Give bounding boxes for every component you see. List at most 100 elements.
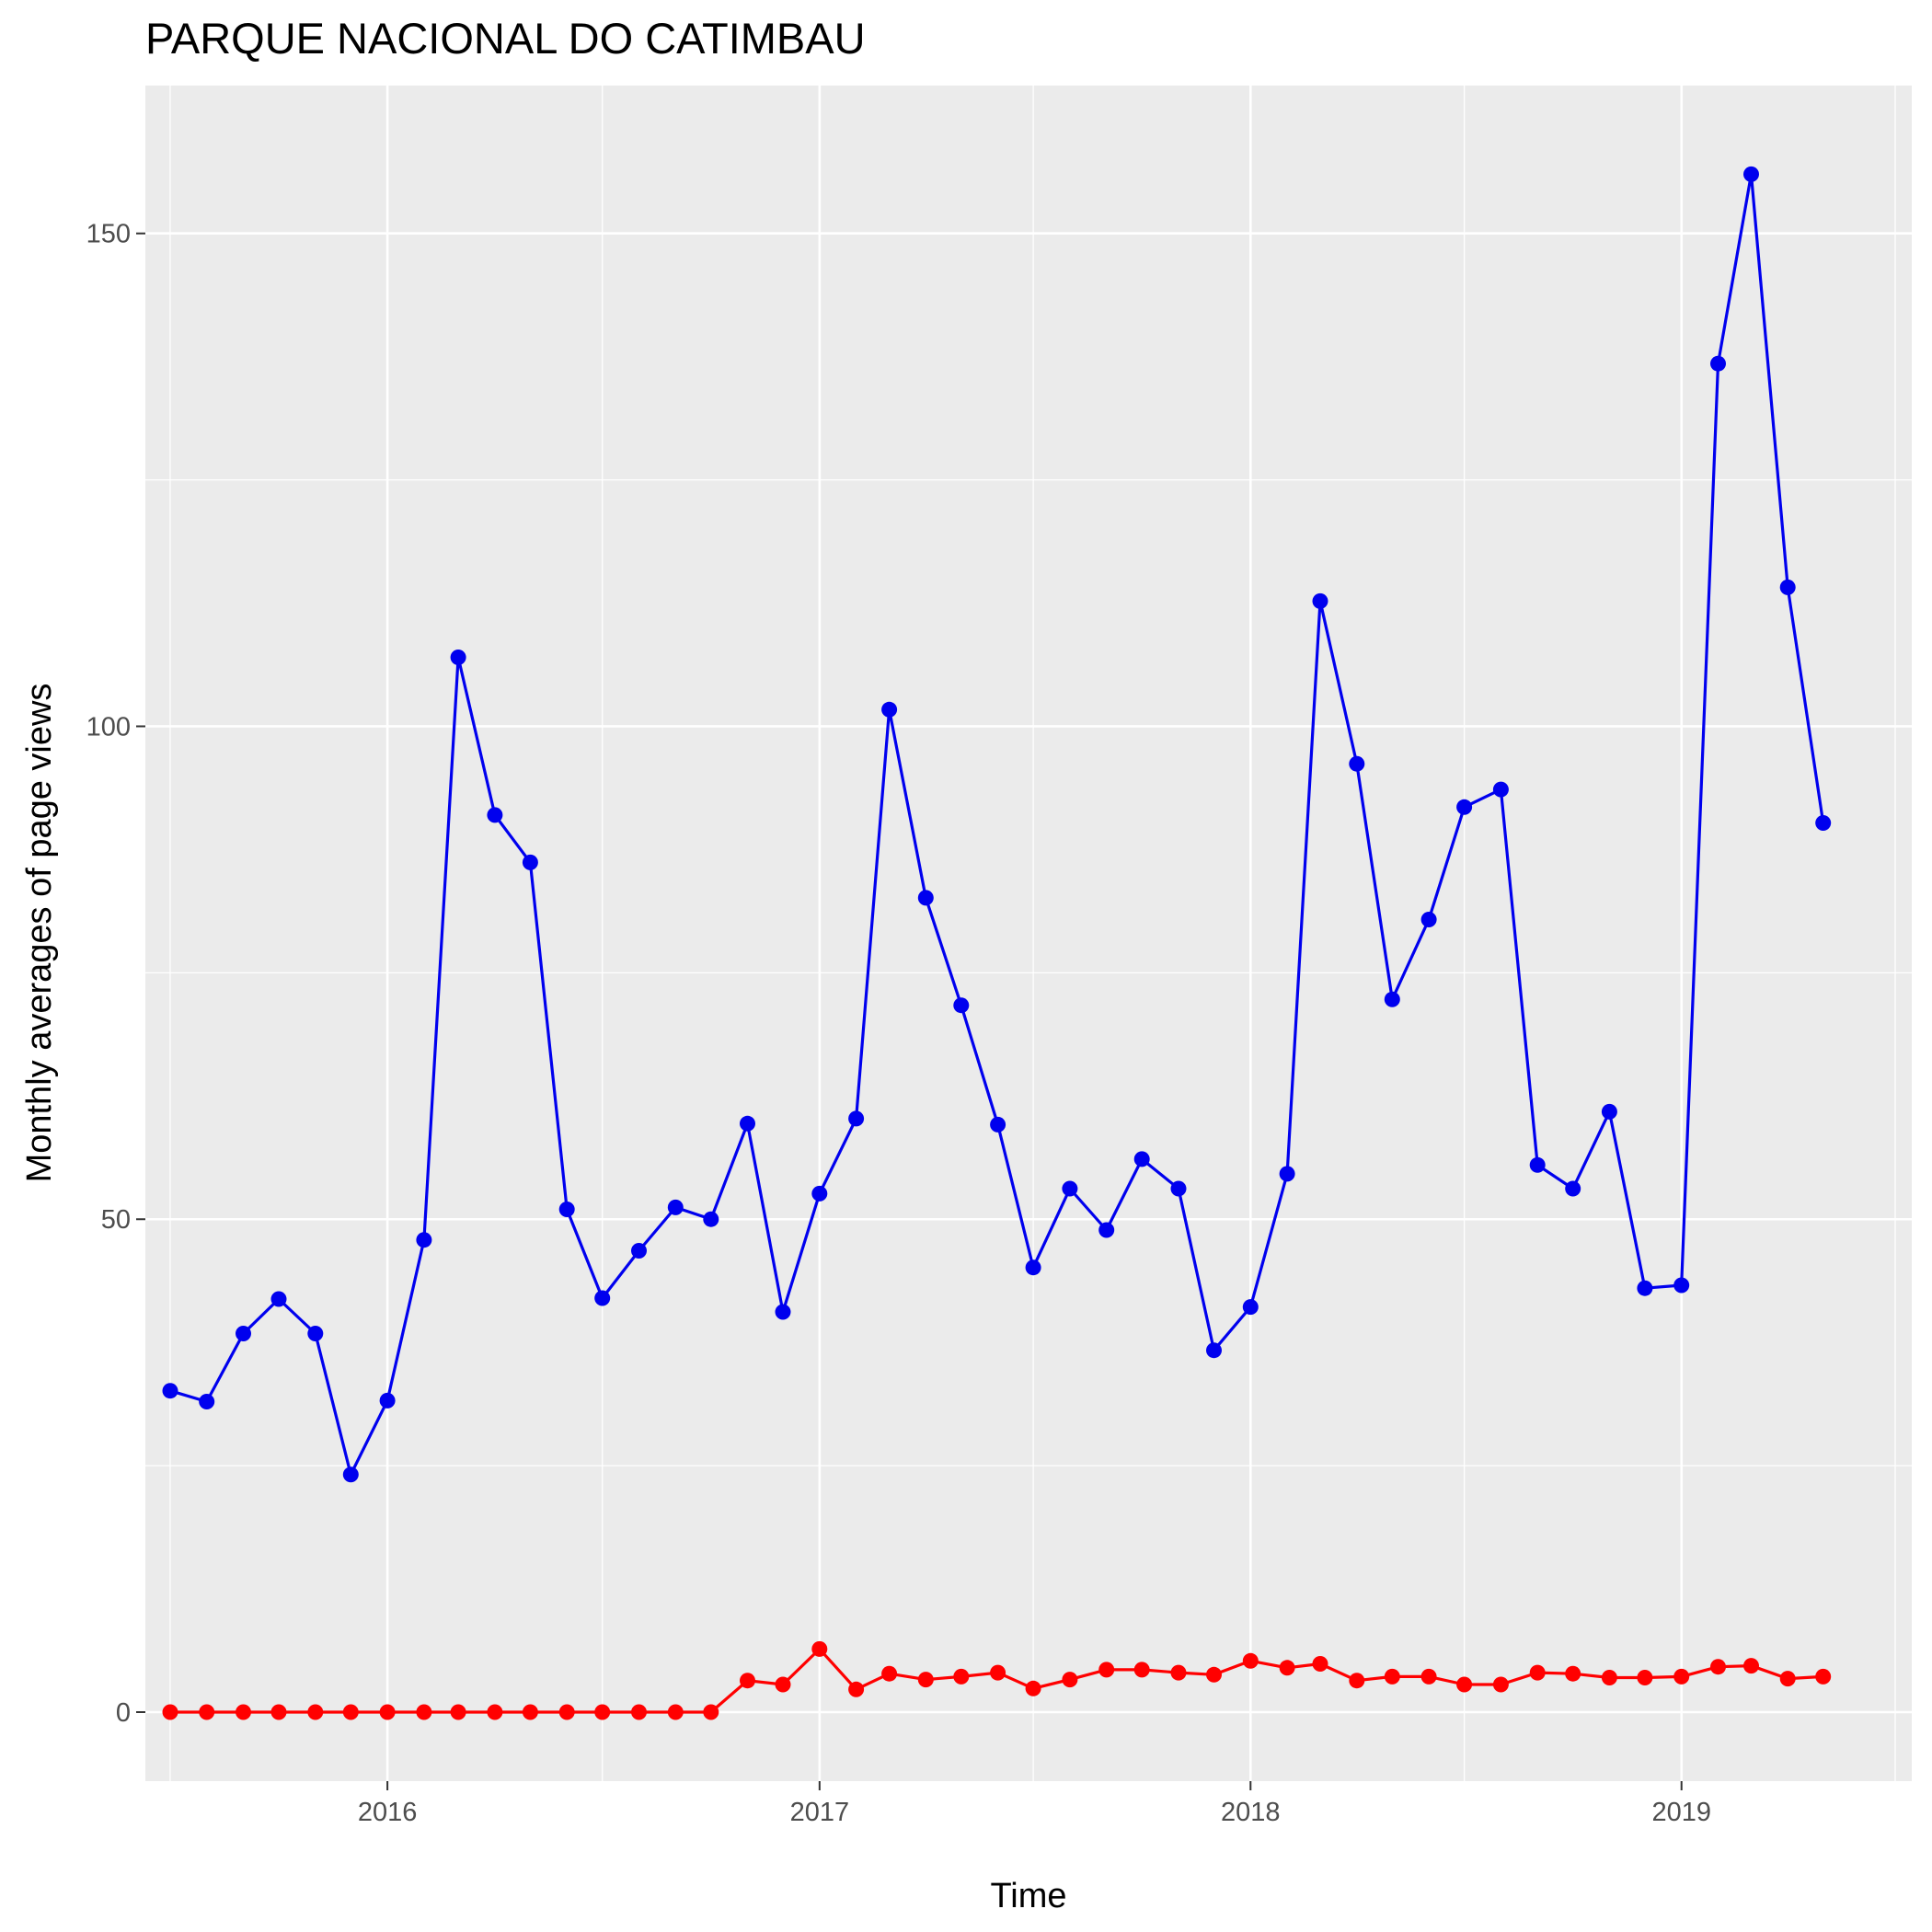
y-tick-label: 50 — [101, 1205, 131, 1235]
series-1-point — [703, 1211, 719, 1227]
series-1-point — [487, 807, 503, 823]
series-2-point — [1062, 1672, 1078, 1688]
x-tick-label: 2017 — [790, 1798, 850, 1827]
series-1-point — [1098, 1222, 1115, 1238]
series-2-point — [848, 1681, 865, 1697]
series-1-point — [1565, 1180, 1581, 1197]
series-1-point — [594, 1290, 611, 1306]
series-2-point — [1279, 1660, 1295, 1676]
series-1-point — [1779, 579, 1796, 595]
series-1-point — [270, 1291, 287, 1307]
series-2-point — [1601, 1670, 1617, 1685]
series-2-point — [270, 1704, 287, 1720]
grid-layer — [145, 86, 1912, 1781]
series-2-point — [1779, 1671, 1796, 1687]
series-2-point — [740, 1673, 755, 1689]
series-2-point — [522, 1704, 538, 1720]
series-2-point — [236, 1704, 251, 1720]
y-tick-label: 0 — [116, 1698, 131, 1728]
series-1-point — [1815, 815, 1832, 831]
series-1-point — [1349, 755, 1365, 772]
series-layer — [162, 166, 1832, 1720]
y-tick-label: 150 — [86, 220, 131, 249]
x-tick-label: 2016 — [358, 1798, 418, 1827]
series-1-point — [1206, 1342, 1222, 1359]
series-1-point — [307, 1326, 324, 1341]
x-tick-label: 2018 — [1221, 1798, 1281, 1827]
series-1-point — [1673, 1277, 1690, 1294]
series-2-point — [1673, 1668, 1690, 1685]
series-1-point — [917, 890, 934, 906]
series-2-point — [1206, 1666, 1222, 1683]
series-1-point — [631, 1243, 647, 1259]
series-2-point — [667, 1704, 684, 1720]
series-2-point — [1565, 1665, 1581, 1682]
series-2-point — [1492, 1676, 1509, 1693]
series-1-point — [1384, 991, 1400, 1007]
series-2-point — [1815, 1668, 1832, 1685]
series-1-point — [953, 997, 970, 1014]
series-1-point — [990, 1116, 1006, 1133]
series-2-point — [1710, 1659, 1726, 1675]
series-1-point — [881, 701, 898, 718]
series-1-point — [416, 1232, 432, 1248]
series-1-point — [379, 1392, 396, 1409]
series-2-point — [342, 1704, 359, 1720]
series-1-point — [1170, 1180, 1187, 1197]
series-2-point — [811, 1640, 828, 1657]
series-1-point — [1637, 1280, 1653, 1296]
series-2-point — [487, 1704, 503, 1720]
series-1-point — [1242, 1299, 1259, 1316]
series-2-point — [307, 1704, 324, 1720]
series-2-point — [162, 1704, 178, 1720]
series-2-point — [379, 1704, 396, 1720]
series-2-point — [1242, 1652, 1259, 1669]
series-2-point — [558, 1704, 575, 1720]
series-1-point — [1062, 1180, 1078, 1197]
series-1-point — [558, 1202, 575, 1217]
series-2-point — [917, 1672, 934, 1688]
series-1-point — [522, 854, 538, 870]
series-1-point — [848, 1110, 865, 1127]
chart-title: PARQUE NACIONAL DO CATIMBAU — [145, 14, 866, 63]
series-2-point — [1637, 1670, 1653, 1685]
series-1-point — [1279, 1166, 1295, 1182]
series-2-point — [1384, 1668, 1400, 1685]
series-1-point — [1492, 781, 1509, 798]
series-1-point — [811, 1185, 828, 1202]
series-2-point — [990, 1664, 1006, 1681]
series-1-point — [667, 1199, 684, 1215]
series-2-point — [1529, 1664, 1546, 1681]
series-2-point — [703, 1704, 719, 1720]
series-2-point — [631, 1704, 647, 1720]
series-2-point — [1025, 1680, 1041, 1696]
series-1-point — [199, 1394, 215, 1409]
series-1-point — [1743, 166, 1759, 182]
series-1-point — [740, 1115, 755, 1132]
series-2-point — [1349, 1673, 1365, 1689]
series-2-point — [199, 1704, 215, 1720]
y-axis-title: Monthly averages of page views — [20, 684, 59, 1183]
series-2-point — [1170, 1664, 1187, 1681]
series-2-point — [881, 1665, 898, 1682]
series-1-point — [775, 1304, 791, 1320]
series-1-point — [1601, 1103, 1617, 1120]
axis-layer: 0 50 100 150 2016 2017 2018 2019 — [86, 220, 1711, 1827]
series-2-point — [416, 1704, 432, 1720]
series-1-point — [1710, 355, 1726, 372]
series-1-point — [342, 1466, 359, 1483]
series-2-point — [450, 1704, 466, 1720]
series-2-point — [953, 1668, 970, 1685]
plot-panel — [145, 86, 1912, 1781]
series-2-point — [775, 1676, 791, 1693]
series-2-point — [1133, 1662, 1150, 1678]
series-1-point — [1529, 1156, 1546, 1173]
series-2-point — [1420, 1668, 1437, 1685]
series-2-point — [1312, 1656, 1328, 1672]
x-tick-label: 2019 — [1651, 1798, 1711, 1827]
x-axis-title: Time — [990, 1877, 1066, 1915]
series-2-point — [1456, 1676, 1473, 1693]
series-1-point — [1133, 1151, 1150, 1167]
